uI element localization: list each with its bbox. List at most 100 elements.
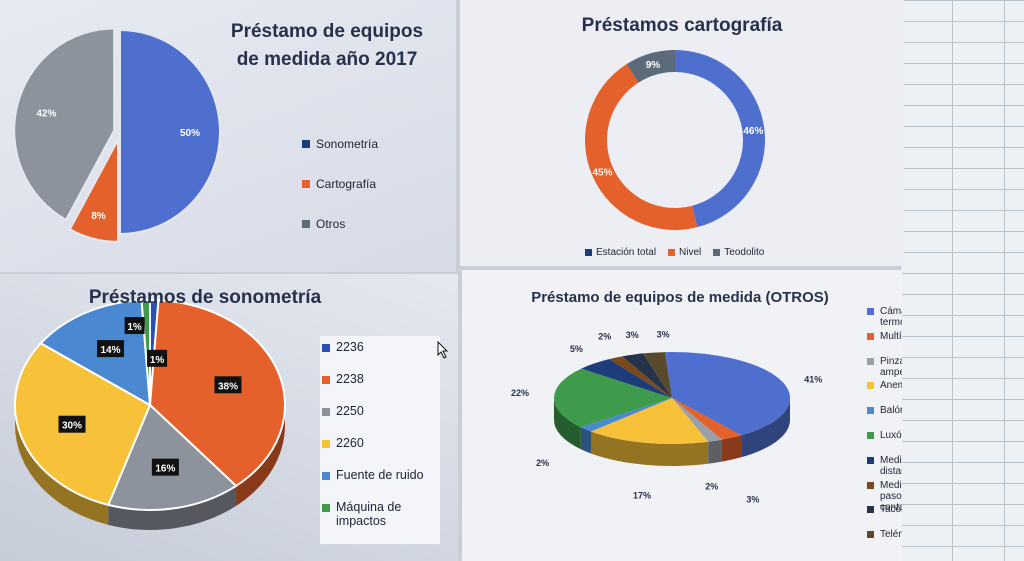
data-label-8: 3% xyxy=(626,330,639,340)
legend-swatch xyxy=(867,431,874,439)
legend-item: Medidor de paso y contacto xyxy=(867,480,902,513)
slice-4 xyxy=(39,299,152,407)
legend-swatch xyxy=(867,531,874,539)
data-label-2: 9% xyxy=(646,60,661,71)
slice-6 xyxy=(581,359,672,398)
slice-side-5 xyxy=(554,398,581,450)
legend-label: 2250 xyxy=(336,404,364,418)
data-label-1: 8% xyxy=(91,211,106,222)
data-label-2: 42% xyxy=(36,109,56,120)
legend-item: Anemómetro xyxy=(867,380,902,405)
legend-label: Fuente de ruido xyxy=(336,468,424,482)
legend-label: Anemómetro xyxy=(880,380,902,392)
legend-swatch xyxy=(867,382,874,390)
legend-label: Cartografía xyxy=(316,177,377,191)
legend-label: Otros xyxy=(316,217,346,231)
slice-side-1 xyxy=(721,435,742,462)
slice-4 xyxy=(580,398,672,432)
legend-item: 2250 xyxy=(322,404,440,436)
legend-item: Balómetro xyxy=(867,405,902,430)
legend-item: Máquina de impactos xyxy=(322,500,440,538)
legend-item: Multímetro xyxy=(867,331,902,356)
legend-item: Teodolito xyxy=(713,247,764,258)
chart-others[interactable]: 41% 3% 2% 17% 2% 22% 5% 2% 3% 3% Préstamo de equi… xyxy=(462,270,902,561)
chart-loans-2017[interactable]: 50% 8% 42% Préstamo de equipos de medida a… xyxy=(0,0,456,272)
chart-legend: 2236 2238 2250 2260 Fuente de ruido Máqu… xyxy=(320,336,440,544)
data-label-2: 2% xyxy=(705,481,718,491)
data-label-0: 1% xyxy=(150,355,165,366)
data-label-0: 50% xyxy=(180,128,200,139)
chart-title: Préstamos de sonometría xyxy=(88,287,322,308)
data-label-box-4 xyxy=(96,340,124,358)
slice-5 xyxy=(554,368,672,428)
legend-label: 2238 xyxy=(336,372,364,386)
data-label-4: 14% xyxy=(100,345,120,356)
slice-1 xyxy=(68,139,120,243)
slice-2 xyxy=(626,50,675,83)
data-label-1: 3% xyxy=(746,495,759,505)
legend-swatch xyxy=(322,472,330,480)
legend-swatch xyxy=(867,407,874,415)
legend-label: 2236 xyxy=(336,340,364,354)
legend-swatch xyxy=(867,308,874,315)
chart-title: Préstamo de equipos de medida año 2017 xyxy=(230,21,424,70)
slice-2 xyxy=(672,398,722,442)
data-label-4: 2% xyxy=(536,458,549,468)
data-label-box-2 xyxy=(151,458,179,476)
pie-3d-chart-others: 41% 3% 2% 17% 2% 22% 5% 2% 3% 3% xyxy=(511,330,822,505)
slice-7 xyxy=(609,356,672,398)
legend-item: 2238 xyxy=(322,372,440,404)
mouse-cursor-icon xyxy=(437,340,449,359)
chart-title: Préstamos cartografía xyxy=(581,15,783,36)
legend-item: 2236 xyxy=(322,340,440,372)
slice-2 xyxy=(13,27,116,222)
slice-1 xyxy=(672,398,742,440)
legend-swatch xyxy=(867,332,874,340)
slice-side-3 xyxy=(590,431,709,466)
data-label-box-0 xyxy=(147,349,168,367)
slice-9 xyxy=(642,352,672,398)
legend-swatch xyxy=(302,220,310,228)
legend-swatch xyxy=(668,249,676,256)
slice-0 xyxy=(119,28,221,236)
legend-item: Tacómetro xyxy=(867,504,902,529)
data-label-0: 46% xyxy=(743,126,763,137)
pie-3d-chart-sonometry: 1% 38% 16% 30% 14% 1% xyxy=(14,298,286,530)
legend-item: Medidor de distancias xyxy=(867,455,902,480)
chart-cartography[interactable]: 46% 45% 9% Préstamos cartografía Estación … xyxy=(460,0,904,266)
slice-0 xyxy=(664,352,790,436)
slice-side-2 xyxy=(708,439,722,464)
legend-label: Multímetro xyxy=(880,330,902,342)
data-label-3: 30% xyxy=(62,421,82,432)
legend-label: Máquina de impactos xyxy=(336,500,402,528)
legend-label: Medidor de distancias xyxy=(880,454,902,477)
data-label-box-5 xyxy=(124,317,145,335)
legend-label: Balómetro xyxy=(880,405,902,417)
legend-item: Otros xyxy=(302,217,378,257)
legend-swatch xyxy=(867,481,874,489)
slice-side-3 xyxy=(15,405,109,525)
legend-swatch xyxy=(322,344,330,352)
legend-swatch xyxy=(713,249,721,256)
slice-side-0 xyxy=(741,398,790,458)
chart-title: Préstamo de equipos de medida (OTROS) xyxy=(531,289,829,306)
legend-swatch xyxy=(322,408,330,416)
legend-label: Medidor de paso y contacto xyxy=(880,479,902,513)
legend-swatch xyxy=(302,140,310,148)
data-label-1: 45% xyxy=(592,167,612,178)
data-label-3: 17% xyxy=(633,491,651,501)
legend-swatch xyxy=(322,440,330,448)
slice-side-1 xyxy=(236,405,285,506)
slice-0 xyxy=(675,50,765,228)
legend-swatch xyxy=(867,506,874,514)
chart-sonometry[interactable]: 1% 38% 16% 30% 14% 1% Préstamos de sonometría… xyxy=(0,274,458,561)
data-label-box-1 xyxy=(214,376,242,394)
legend-swatch xyxy=(867,357,874,365)
doughnut-chart-cartography: 46% 45% 9% xyxy=(585,50,765,230)
data-label-0: 41% xyxy=(804,374,822,384)
legend-item: Estación total xyxy=(585,247,656,258)
legend-item: Cartografía xyxy=(302,177,378,217)
legend-label: Sonometría xyxy=(316,137,379,151)
